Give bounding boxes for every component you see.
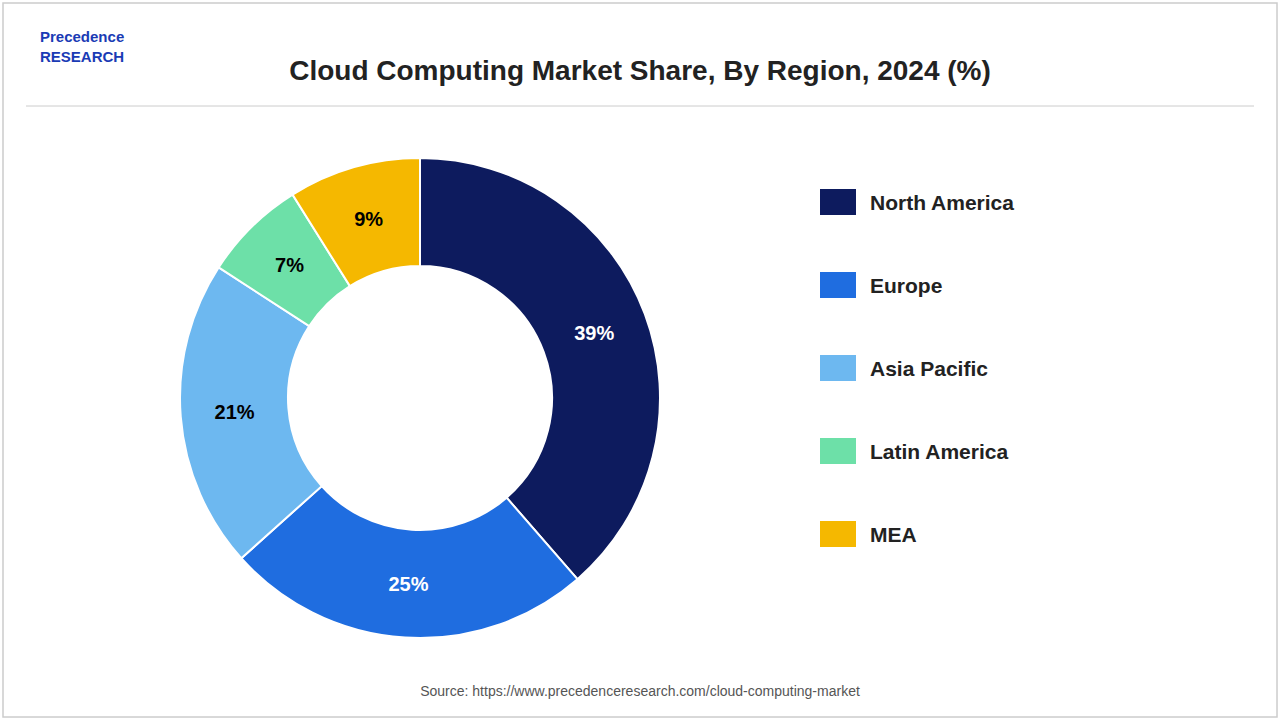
legend-label: Asia Pacific bbox=[870, 357, 988, 380]
data-label: 25% bbox=[388, 573, 428, 595]
data-labels: 39% 25% 21% 7% 9% bbox=[215, 208, 615, 594]
chart-svg: Cloud Computing Market Share, By Region,… bbox=[0, 0, 1280, 720]
data-label: 21% bbox=[215, 401, 255, 423]
title: Cloud Computing Market Share, By Region,… bbox=[289, 55, 991, 86]
logo-text: RESEARCH bbox=[40, 48, 124, 65]
legend-swatch bbox=[820, 355, 856, 381]
slice bbox=[293, 158, 420, 286]
logo-text: Precedence bbox=[40, 28, 124, 45]
legend-label: Latin America bbox=[870, 440, 1008, 463]
legend-swatch bbox=[820, 521, 856, 547]
legend-label: MEA bbox=[870, 523, 917, 546]
title-rule bbox=[26, 106, 1254, 107]
slice bbox=[420, 158, 660, 579]
legend-swatch bbox=[820, 272, 856, 298]
chart-container: Cloud Computing Market Share, By Region,… bbox=[0, 0, 1280, 720]
legend-swatch bbox=[820, 438, 856, 464]
slices bbox=[180, 158, 660, 638]
data-label: 9% bbox=[354, 208, 383, 230]
frame bbox=[3, 3, 1277, 717]
legend-label: North America bbox=[870, 191, 1014, 214]
data-label: 39% bbox=[574, 322, 614, 344]
source-text: Source: https://www.precedenceresearch.c… bbox=[420, 683, 860, 699]
data-label: 7% bbox=[275, 254, 304, 276]
legend-swatch bbox=[820, 189, 856, 215]
legend-label: Europe bbox=[870, 274, 942, 297]
legend: North America Europe Asia Pacific Latin Ame… bbox=[820, 189, 1014, 547]
